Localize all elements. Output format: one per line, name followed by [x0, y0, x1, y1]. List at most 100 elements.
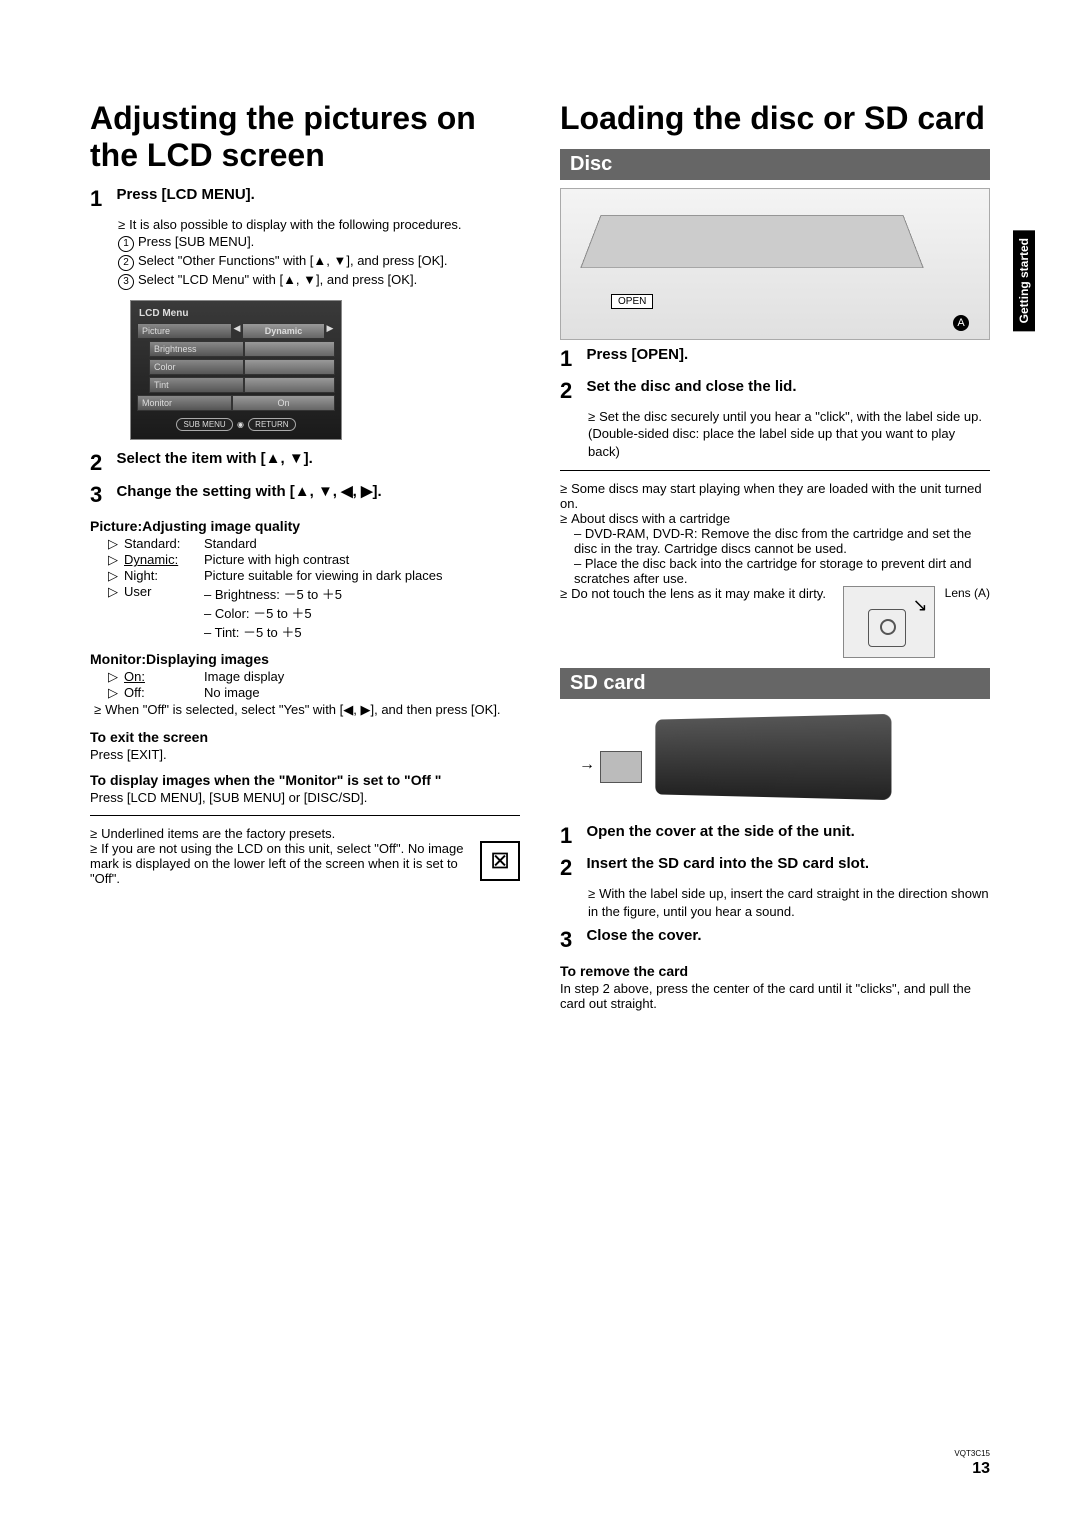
- step-title: Press [OPEN].: [586, 346, 688, 363]
- remove-heading: To remove the card: [560, 963, 990, 979]
- step1-sub1-text: Press [SUB MENU].: [138, 234, 254, 249]
- off-note: If you are not using the LCD on this uni…: [90, 841, 520, 886]
- lcd-row-tint: Tint: [131, 376, 341, 394]
- step-title: Change the setting with [▲, ▼, ◀, ▶].: [116, 483, 381, 500]
- sd-step2: 2 Insert the SD card into the SD card sl…: [560, 855, 990, 881]
- lcd-row-picture: Picture ◀ Dynamic ▶: [131, 322, 341, 340]
- circled-2: 2: [118, 255, 134, 271]
- disc-step1: 1 Press [OPEN].: [560, 346, 990, 372]
- arrow-icon: ▷: [108, 536, 124, 552]
- item-desc: – Color: －5 to ＋5: [204, 603, 520, 622]
- step-title: Insert the SD card into the SD card slot…: [586, 855, 869, 872]
- arrow-icon: ▷: [108, 568, 124, 584]
- step-num: 1: [560, 823, 582, 849]
- step1-sub3-text: Select "LCD Menu" with [▲, ▼], and press…: [138, 272, 417, 287]
- lcd-menu-illustration: LCD Menu Picture ◀ Dynamic ▶ Brightness …: [130, 300, 342, 440]
- sd-step1: 1 Open the cover at the side of the unit…: [560, 823, 990, 849]
- divider: [90, 815, 520, 816]
- step-title: Close the cover.: [586, 927, 701, 944]
- divider: [560, 470, 990, 471]
- circled-1: 1: [118, 236, 134, 252]
- no-image-icon: ⊠: [480, 841, 520, 881]
- step-title: Press [LCD MENU].: [116, 186, 254, 203]
- step-num: 2: [560, 378, 582, 404]
- pic-standard: ▷Standard:Standard: [108, 536, 520, 552]
- sd-card-icon: [600, 751, 642, 783]
- lcd-value: [244, 359, 335, 375]
- item-desc: – Brightness: －5 to ＋5: [204, 584, 520, 603]
- lcd-row-brightness: Brightness: [131, 340, 341, 358]
- step-num: 2: [90, 450, 112, 476]
- step1-sub2-text: Select "Other Functions" with [▲, ▼], an…: [138, 253, 448, 268]
- lcd-footer: SUB MENU ◉ RETURN: [131, 412, 341, 431]
- lcd-title: LCD Menu: [131, 305, 341, 322]
- arrow-icon: ◀: [232, 323, 242, 339]
- pic-user3: – Tint: －5 to ＋5: [108, 622, 520, 641]
- item-desc: No image: [204, 685, 520, 701]
- sd-unit-icon: [655, 714, 891, 800]
- exit-heading: To exit the screen: [90, 729, 520, 745]
- step1-sub2: 2 Select "Other Functions" with [▲, ▼], a…: [118, 252, 520, 271]
- page-number: 13: [972, 1460, 990, 1478]
- arrow-icon: ▷: [108, 552, 124, 568]
- lcd-value: [244, 341, 335, 357]
- step-1: 1 Press [LCD MENU].: [90, 186, 520, 212]
- step-title: Select the item with [▲, ▼].: [116, 450, 312, 467]
- mon-off: ▷Off:No image: [108, 685, 520, 701]
- mon-on: ▷On:Image display: [108, 669, 520, 685]
- lcd-row-color: Color: [131, 358, 341, 376]
- monitor-note: When "Off" is selected, select "Yes" wit…: [94, 701, 520, 719]
- doc-code: VQT3C15: [954, 1449, 990, 1458]
- dpad-icon: ◉: [237, 420, 244, 429]
- lens-area: Do not touch the lens as it may make it …: [560, 586, 990, 658]
- lcd-value: [244, 377, 335, 393]
- open-label: OPEN: [611, 294, 653, 309]
- disc-step2-note: Set the disc securely until you hear a "…: [588, 408, 990, 461]
- item-desc: Picture suitable for viewing in dark pla…: [204, 568, 520, 584]
- lcd-label: Picture: [137, 323, 232, 339]
- step-num: 3: [560, 927, 582, 953]
- marker-a-icon: A: [953, 315, 969, 331]
- disc-illustration: OPEN A: [560, 188, 990, 340]
- item-name: Night:: [124, 568, 204, 584]
- display-off-heading: To display images when the "Monitor" is …: [90, 772, 520, 788]
- pic-user2: – Color: －5 to ＋5: [108, 603, 520, 622]
- arrow-icon: ▶: [325, 323, 335, 339]
- arrow-icon: ▷: [108, 584, 124, 603]
- pic-user: ▷User– Brightness: －5 to ＋5: [108, 584, 520, 603]
- sd-illustration: [560, 707, 990, 817]
- disc-step2: 2 Set the disc and close the lid.: [560, 378, 990, 404]
- lcd-label: Color: [149, 359, 244, 375]
- lcd-label: Monitor: [137, 395, 232, 411]
- item-name: Off:: [124, 685, 204, 701]
- return-btn-icon: RETURN: [248, 418, 295, 431]
- display-off-text: Press [LCD MENU], [SUB MENU] or [DISC/SD…: [90, 790, 520, 805]
- disc-dash2: – Place the disc back into the cartridge…: [574, 556, 990, 586]
- picture-heading: Picture:Adjusting image quality: [90, 518, 520, 534]
- left-heading: Adjusting the pictures on the LCD screen: [90, 100, 520, 174]
- step-num: 2: [560, 855, 582, 881]
- item-desc: – Tint: －5 to ＋5: [204, 622, 520, 641]
- lcd-label: Tint: [149, 377, 244, 393]
- submenu-btn-icon: SUB MENU: [176, 418, 232, 431]
- step-2: 2 Select the item with [▲, ▼].: [90, 450, 520, 476]
- step1-sub1: 1 Press [SUB MENU].: [118, 233, 520, 252]
- page: Adjusting the pictures on the LCD screen…: [0, 0, 1080, 1051]
- sd-bar: SD card: [560, 668, 990, 699]
- circled-3: 3: [118, 274, 134, 290]
- item-name: User: [124, 584, 204, 603]
- right-column: Loading the disc or SD card Disc OPEN A …: [560, 100, 990, 1011]
- sd-step3: 3 Close the cover.: [560, 927, 990, 953]
- sd-step2-note: With the label side up, insert the card …: [588, 885, 990, 920]
- lcd-label: Brightness: [149, 341, 244, 357]
- exit-text: Press [EXIT].: [90, 747, 520, 762]
- step-3: 3 Change the setting with [▲, ▼, ◀, ▶].: [90, 482, 520, 508]
- pic-night: ▷Night:Picture suitable for viewing in d…: [108, 568, 520, 584]
- disc-bul3: Do not touch the lens as it may make it …: [560, 586, 833, 601]
- item-desc: Image display: [204, 669, 520, 685]
- item-name: On:: [124, 669, 204, 685]
- lens-illustration: ↘: [843, 586, 935, 658]
- step-num: 3: [90, 482, 112, 508]
- disc-lid-icon: [580, 215, 924, 268]
- monitor-heading: Monitor:Displaying images: [90, 651, 520, 667]
